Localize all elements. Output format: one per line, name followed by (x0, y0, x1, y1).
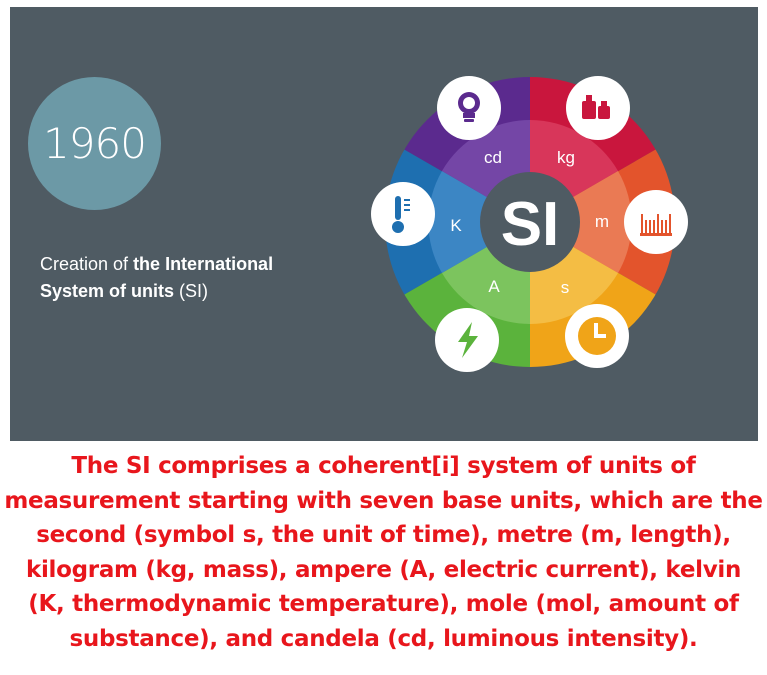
unit-label-s: s (561, 278, 570, 297)
clock-icon (565, 304, 629, 368)
caption-line: second (symbol s, the unit of time), met… (36, 522, 731, 548)
caption-line: measurement starting with seven base uni… (4, 487, 763, 514)
thermometer-icon (371, 182, 435, 246)
caption: The SI comprises a coherent[i] system of… (0, 449, 767, 656)
lightbulb-icon (437, 76, 501, 140)
unit-label-a: A (488, 277, 500, 296)
headline-prefix: Creation of (40, 254, 134, 274)
headline-bold-line1: the International (133, 254, 274, 274)
si-center (480, 172, 580, 272)
caption-line: The SI comprises a coherent[i] system of… (71, 453, 696, 479)
caption-line: (K, thermodynamic temperature), mole (mo… (28, 591, 739, 617)
caption-line: kilogram (kg, mass), ampere (A, electric… (25, 556, 742, 583)
headline-bold-line2: System of units (40, 281, 175, 301)
year-label: 1960 (43, 119, 147, 168)
si-center-label: SI (501, 190, 560, 259)
unit-label-m: m (595, 212, 609, 231)
caption-line: substance), and candela (cd, luminous in… (69, 625, 698, 652)
year-badge: 1960 (28, 77, 161, 210)
si-unit-wheel: SI kg m s A K cd (371, 76, 688, 372)
weight-icon (566, 76, 630, 140)
unit-label-kg: kg (557, 148, 575, 167)
lightning-icon (435, 308, 499, 372)
headline-suffix: (SI) (174, 281, 209, 301)
headline: Creation of the International System of u… (40, 251, 360, 305)
unit-label-k: K (450, 216, 462, 235)
unit-label-cd: cd (484, 148, 502, 167)
ruler-icon (624, 190, 688, 254)
